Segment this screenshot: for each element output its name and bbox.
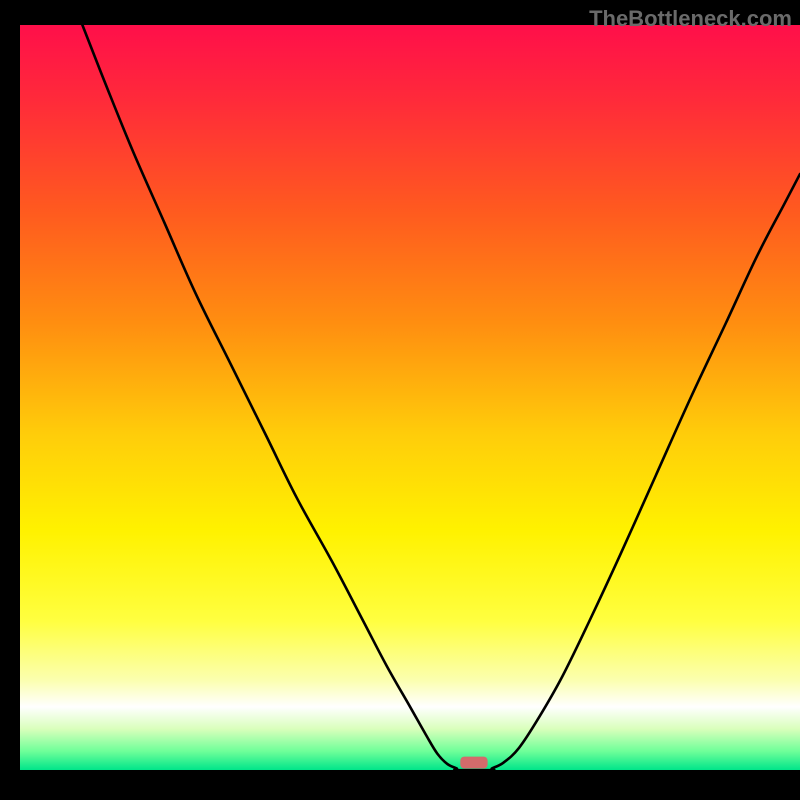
chart-svg: [0, 0, 800, 800]
plot-background: [20, 25, 800, 770]
watermark-label: TheBottleneck.com: [589, 6, 792, 32]
chart-container: TheBottleneck.com: [0, 0, 800, 800]
optimal-marker: [460, 757, 487, 769]
